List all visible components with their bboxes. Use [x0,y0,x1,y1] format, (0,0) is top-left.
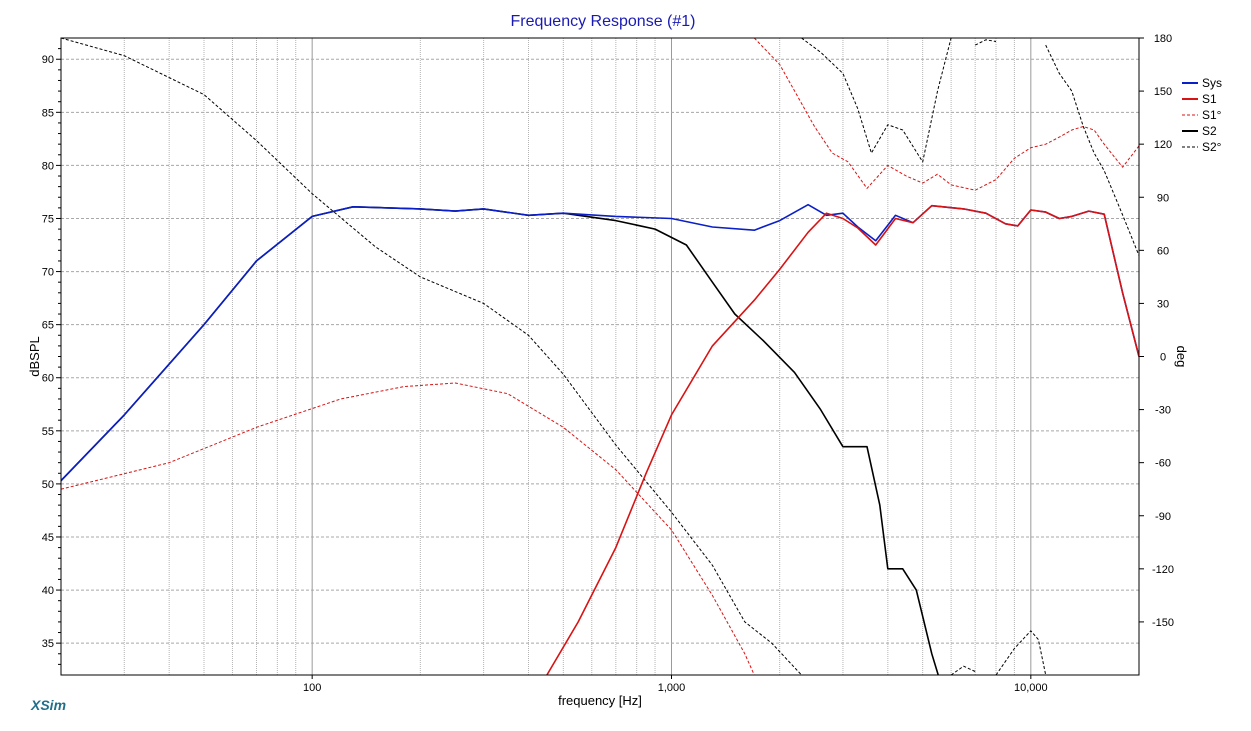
y-tick-label: 45 [42,532,54,544]
grid [61,38,1139,675]
y2-tick-label: -30 [1155,405,1171,417]
y2-tick-label: -120 [1152,564,1174,576]
y-tick-label: 90 [42,54,54,66]
y2-tick-label: 90 [1157,192,1169,204]
series-s2-line [61,206,940,675]
chart-title: Frequency Response (#1) [510,13,696,30]
series-sys-line [61,203,1139,482]
plot-series [61,38,1139,675]
y-tick-label: 75 [42,213,54,225]
y2-tick-label: -60 [1155,458,1171,470]
y2-tick-label: 120 [1154,139,1172,151]
y2-tick-label: 0 [1160,352,1166,364]
y2-tick-label: -90 [1155,511,1171,523]
legend-label-s1: S1 [1202,92,1217,106]
series-s1-phase-line [753,38,1139,191]
y2-tick-label: -150 [1152,617,1174,629]
y2-tick-label: 180 [1154,33,1172,45]
series-s1-line [546,204,1139,675]
x-tick-label: 100 [303,682,321,694]
y-tick-label: 55 [42,426,54,438]
y-tick-label: 85 [42,107,54,119]
y2-tick-label: 60 [1157,245,1169,257]
series-s2-phase-line [1045,44,1139,256]
y2-tick-label: 30 [1157,298,1169,310]
xsim-logo: XSim [31,697,67,713]
y-tick-label: 70 [42,267,54,279]
series-s2-phase-line [974,39,997,46]
axes: 35 40 45 50 55 60 65 70 75 80 85 90 -150 -120 -90 -60 -3… [27,33,1189,708]
legend-label-s1-phase: S1° [1202,108,1222,122]
y-tick-label: 65 [42,320,54,332]
y-tick-label: 40 [42,585,54,597]
y-tick-label: 35 [42,638,54,650]
y-tick-label: 80 [42,160,54,172]
x-tick-label: 10,000 [1014,682,1048,694]
y-axis-label: dBSPL [27,336,42,376]
y2-tick-label: 150 [1154,86,1172,98]
y-tick-label: 50 [42,479,54,491]
series-s2-phase-line [995,630,1047,675]
y2-axis-label: deg [1174,346,1189,368]
legend-label-s2-phase: S2° [1202,140,1222,154]
series-s2-phase-line [61,38,802,675]
legend-label-sys: Sys [1202,76,1223,90]
series-s2-phase-line [950,665,976,675]
x-axis-label: frequency [Hz] [558,693,642,708]
series-s1-phase-line [61,382,755,675]
x-tick-label: 1,000 [658,682,686,694]
legend-label-s2: S2 [1202,124,1217,138]
y-tick-label: 60 [42,373,54,385]
series-s2-phase-line [801,38,952,163]
